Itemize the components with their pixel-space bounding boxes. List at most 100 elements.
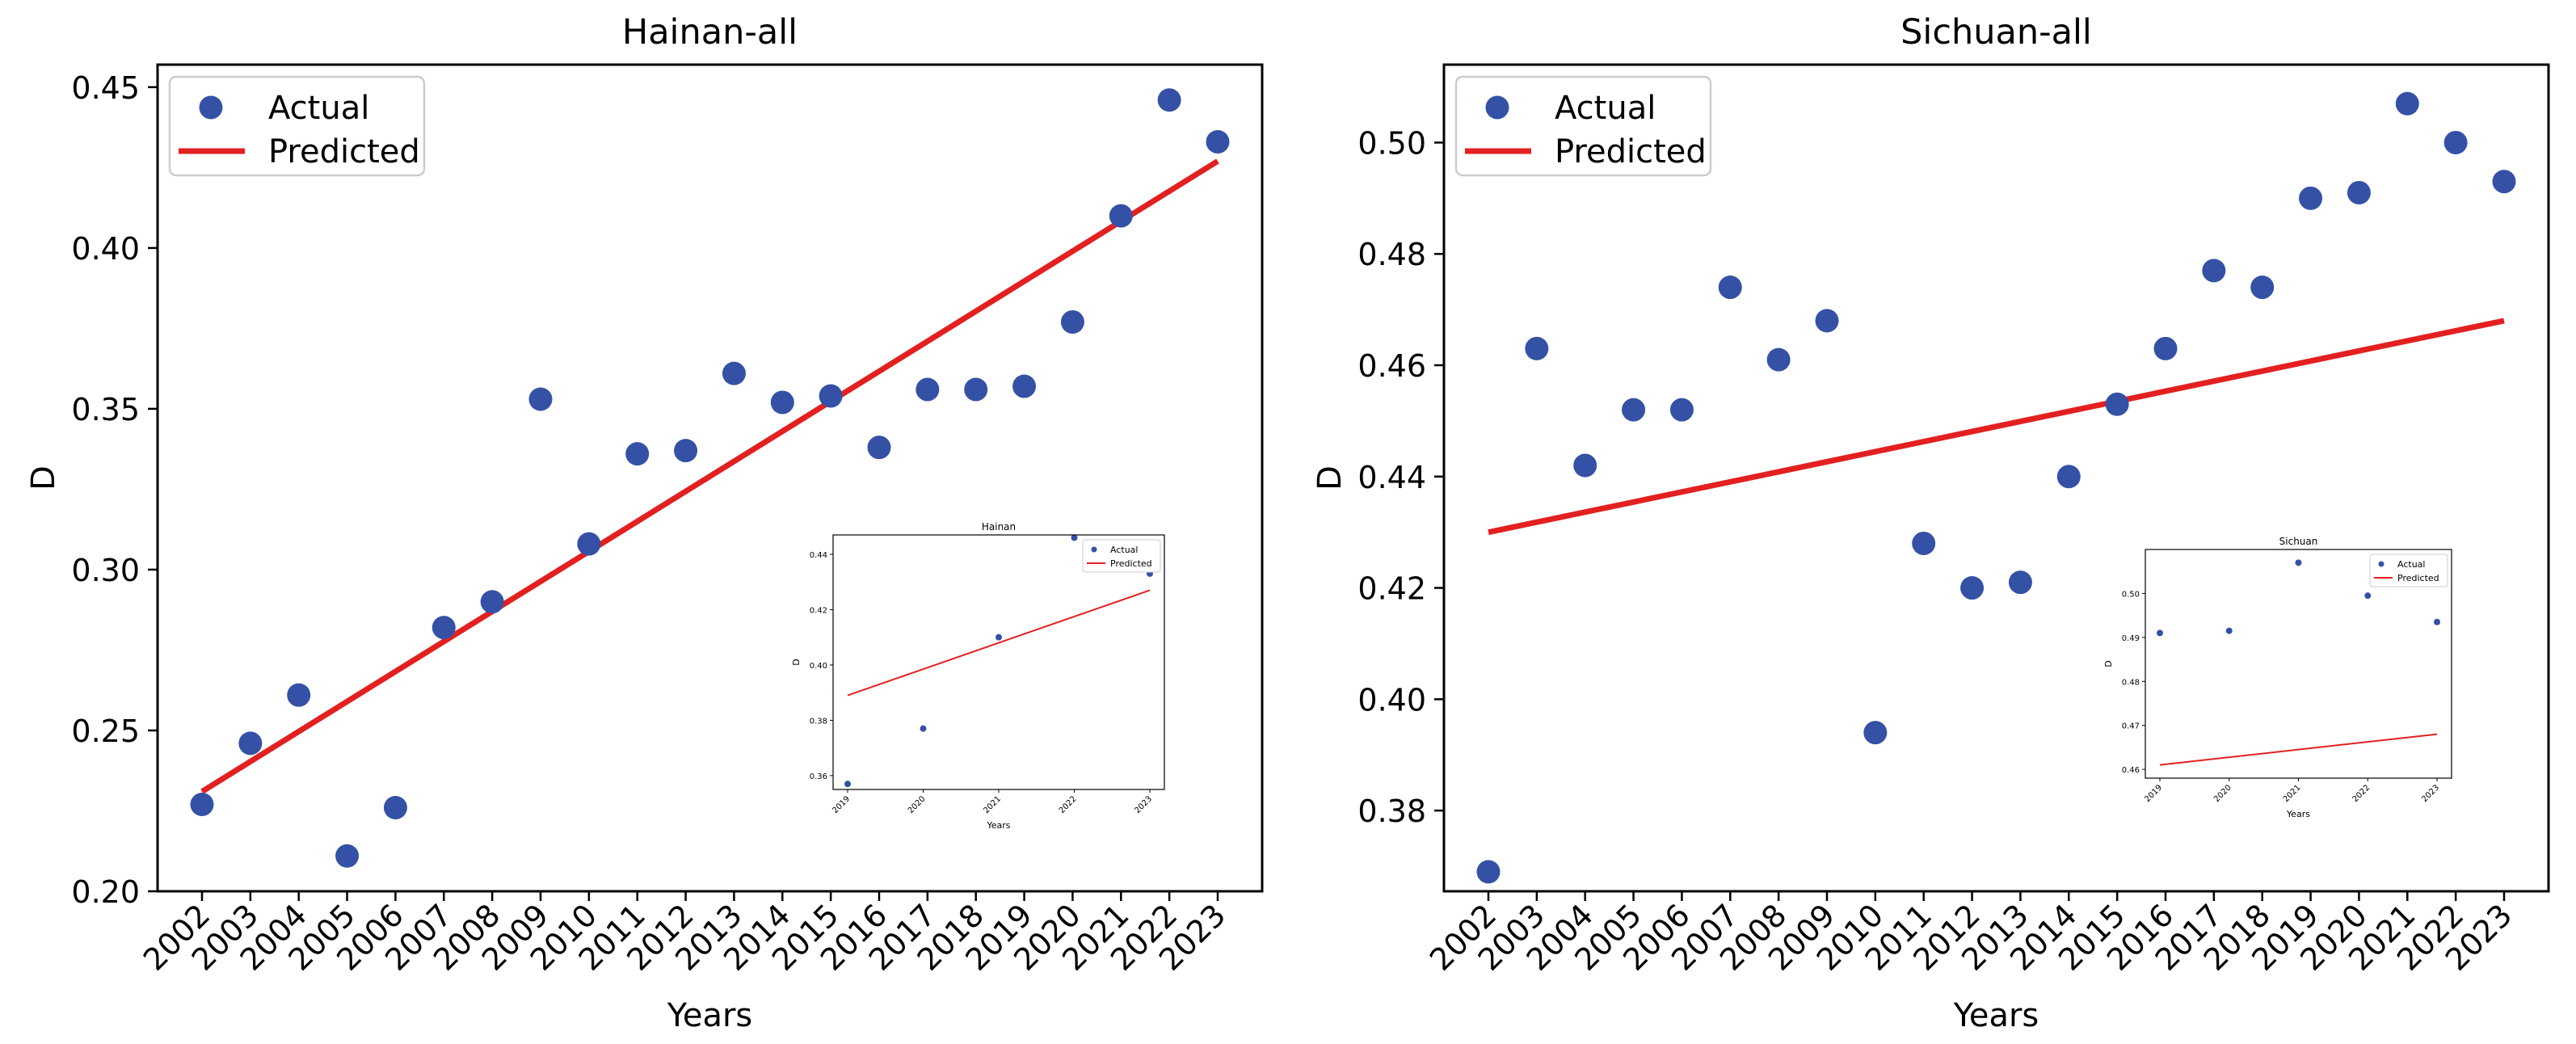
inset-x-tick-label: 2020 xyxy=(907,794,928,815)
inset-y-tick-label: 0.36 xyxy=(810,772,827,781)
inset-x-tick-label: 2019 xyxy=(2143,783,2164,804)
actual-point xyxy=(2250,276,2275,300)
actual-point xyxy=(2056,465,2081,489)
actual-point xyxy=(431,616,456,640)
actual-point xyxy=(528,387,553,411)
inset-y-tick-label: 0.38 xyxy=(810,717,827,726)
inset-actual-point xyxy=(2434,618,2440,625)
inset-legend: Actual Predicted xyxy=(2369,554,2448,587)
inset-legend-predicted-label: Predicted xyxy=(1110,558,1152,569)
inset-chart: Hainan 0.36 0.38 0.40 0.42 0.44 2019 2020 2021 20… xyxy=(791,521,1165,831)
inset-background xyxy=(833,535,1164,789)
inset-legend-predicted-label: Predicted xyxy=(2397,573,2439,583)
y-tick-label: 0.48 xyxy=(1357,237,1426,272)
y-tick-label: 0.38 xyxy=(1357,794,1426,829)
inset-y-tick-label: 0.48 xyxy=(2122,678,2140,687)
actual-point xyxy=(1012,374,1037,398)
inset-x-tick-label: 2023 xyxy=(2420,783,2441,804)
actual-point xyxy=(915,377,940,402)
actual-point xyxy=(383,796,407,820)
actual-point xyxy=(480,590,504,614)
legend-actual-marker xyxy=(199,95,223,120)
actual-point xyxy=(1573,453,1597,478)
legend-predicted-label: Predicted xyxy=(1555,133,1707,170)
actual-point xyxy=(1815,309,1839,333)
actual-point xyxy=(964,377,988,402)
actual-point xyxy=(625,442,650,466)
inset-actual-point xyxy=(2364,592,2372,600)
actual-point xyxy=(577,532,601,556)
actual-point xyxy=(2202,259,2226,283)
inset-y-axis-label: D xyxy=(791,659,802,665)
inset-actual-point xyxy=(2295,559,2302,566)
actual-point xyxy=(1863,721,1888,745)
inset-frame xyxy=(832,534,1165,790)
inset-y-tick-label: 0.50 xyxy=(2122,590,2140,599)
actual-point xyxy=(1718,276,1742,300)
inset-legend-actual-label: Actual xyxy=(1110,545,1138,555)
inset-predicted-line xyxy=(847,589,1151,697)
y-tick-label: 0.46 xyxy=(1357,348,1426,384)
actual-point xyxy=(1960,576,1985,600)
inset-x-tick-label: 2020 xyxy=(2212,783,2233,804)
chart-panel-0: Hainan-all0.200.250.300.350.400.45200220… xyxy=(25,12,1264,1034)
y-tick-label: 0.50 xyxy=(1357,125,1426,161)
inset-title: Hainan xyxy=(982,521,1016,533)
inset-x-tick-label: 2023 xyxy=(1133,794,1154,815)
actual-point xyxy=(2105,392,2129,416)
y-tick-label: 0.35 xyxy=(71,392,140,427)
inset-legend-actual-label: Actual xyxy=(2397,559,2425,570)
actual-point xyxy=(1109,204,1133,228)
actual-point xyxy=(1525,336,1549,360)
actual-point xyxy=(1912,531,1936,555)
predicted-line xyxy=(1488,318,2505,536)
plot-frame xyxy=(156,63,1264,893)
inset-x-tick-label: 2021 xyxy=(2282,783,2303,804)
legend: Actual Predicted xyxy=(1454,75,1712,177)
y-tick-label: 0.40 xyxy=(1357,682,1426,718)
inset-x-tick-label: 2019 xyxy=(831,794,852,815)
inset-y-axis-label: D xyxy=(2103,660,2114,667)
actual-point xyxy=(2443,130,2468,154)
inset-frame xyxy=(2145,549,2452,779)
y-tick-label: 0.40 xyxy=(71,231,140,267)
actual-point xyxy=(190,793,214,817)
inset-legend-actual-marker xyxy=(2378,561,2384,567)
inset-y-tick-label: 0.44 xyxy=(810,551,827,560)
y-tick-label: 0.45 xyxy=(71,70,140,106)
legend-actual-label: Actual xyxy=(1555,90,1656,127)
actual-point xyxy=(238,731,263,756)
actual-point xyxy=(1669,398,1694,422)
y-tick-label: 0.25 xyxy=(71,714,140,749)
inset-background xyxy=(2145,549,2452,778)
actual-point xyxy=(2347,180,2371,204)
inset-y-tick-label: 0.49 xyxy=(2122,634,2140,643)
actual-point xyxy=(1766,347,1791,372)
legend-predicted-label: Predicted xyxy=(268,133,420,170)
y-tick-label: 0.44 xyxy=(1357,460,1426,495)
actual-point xyxy=(1206,130,1230,154)
inset-actual-point xyxy=(2225,627,2233,634)
actual-point xyxy=(674,439,698,463)
y-axis-label: D xyxy=(25,465,62,490)
inset-actual-point xyxy=(920,725,927,732)
plot-frame xyxy=(1442,63,2550,893)
actual-point xyxy=(819,384,843,408)
actual-point xyxy=(1157,88,1181,112)
inset-actual-point xyxy=(995,634,1002,641)
inset-actual-point xyxy=(2157,629,2163,637)
actual-point xyxy=(1060,309,1084,334)
inset-y-tick-label: 0.46 xyxy=(2122,766,2140,775)
legend-actual-label: Actual xyxy=(268,90,369,127)
inset-x-axis-label: Years xyxy=(986,820,1010,831)
chart-title: Sichuan-all xyxy=(1900,12,2092,53)
actual-point xyxy=(867,436,891,460)
actual-point xyxy=(335,844,360,868)
inset-chart: Sichuan 0.46 0.47 0.48 0.49 0.50 2019 2020 2021 2… xyxy=(2103,536,2452,819)
actual-point xyxy=(1622,398,1646,422)
actual-point xyxy=(2008,570,2032,595)
actual-point xyxy=(1476,860,1501,884)
inset-legend-actual-marker xyxy=(1091,546,1097,553)
y-tick-label: 0.42 xyxy=(1357,571,1426,607)
